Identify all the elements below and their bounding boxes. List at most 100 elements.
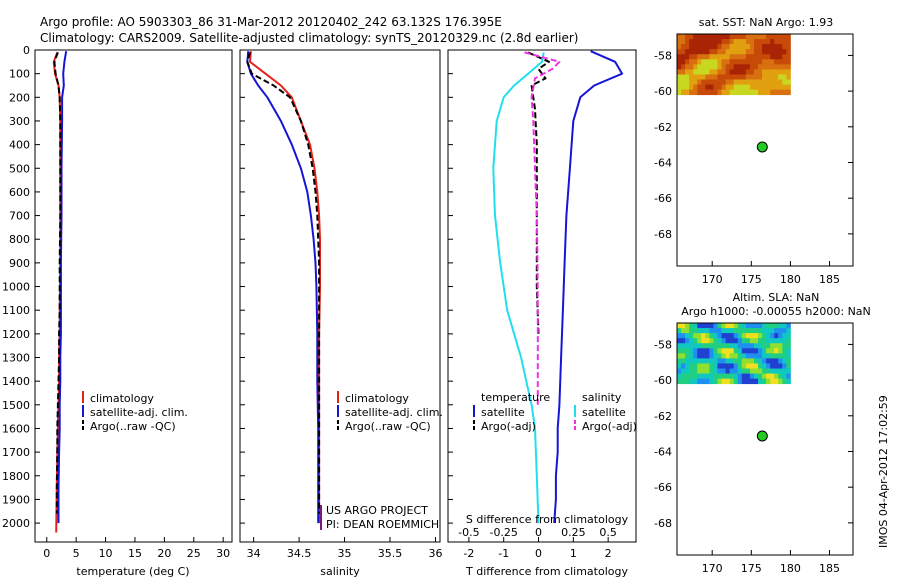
- heatmap-cell: [677, 69, 682, 75]
- heatmap-cell: [782, 79, 787, 85]
- heatmap-cell: [721, 323, 727, 329]
- heatmap-cell: [741, 39, 747, 45]
- heatmap-cell: [709, 358, 714, 364]
- heatmap-cell: [705, 358, 710, 364]
- heatmap-cell: [701, 54, 706, 60]
- heatmap-cell: [774, 373, 779, 380]
- heatmap-cell: [745, 84, 751, 91]
- heatmap-cell: [762, 34, 767, 40]
- legend-label-s-satellite: satellite: [582, 406, 626, 419]
- heatmap-cell: [681, 64, 686, 70]
- heatmap-cell: [770, 34, 775, 40]
- heatmap-cell: [729, 328, 735, 334]
- heatmap-cell: [689, 79, 694, 85]
- heatmap-cell: [766, 84, 771, 91]
- heatmap-cell: [701, 49, 706, 55]
- heatmap-cell: [753, 333, 759, 339]
- heatmap-cell: [705, 323, 710, 329]
- heatmap-cell: [713, 84, 718, 91]
- heatmap-cell: [778, 323, 783, 329]
- heatmap-cell: [697, 373, 702, 380]
- heatmap-cell: [697, 84, 702, 91]
- heatmap-cell: [766, 333, 771, 339]
- heatmap-cell: [717, 34, 722, 40]
- heatmap-cell: [786, 353, 791, 359]
- salinity-series: [246, 51, 321, 524]
- heatmap-cell: [749, 39, 755, 45]
- heatmap-cell: [786, 34, 791, 40]
- heatmap-cell: [705, 353, 710, 359]
- heatmap-cell: [778, 333, 783, 339]
- map-x-tick-label: 170: [702, 562, 723, 575]
- map-y-tick-label: -58: [654, 49, 672, 62]
- heatmap-cell: [677, 34, 682, 40]
- sla-heatmap: [677, 323, 791, 385]
- heatmap-cell: [770, 328, 775, 334]
- map-x-tick-label: 175: [741, 562, 762, 575]
- heatmap-cell: [685, 89, 690, 96]
- x-tick-label: 36: [428, 547, 442, 560]
- heatmap-cell: [709, 59, 714, 65]
- heatmap-cell: [737, 44, 743, 50]
- heatmap-cell: [685, 338, 690, 344]
- heatmap-cell: [774, 39, 779, 45]
- heatmap-cell: [774, 44, 779, 50]
- map-x-tick-label: 175: [741, 273, 762, 286]
- heatmap-cell: [782, 373, 787, 380]
- heatmap-cell: [729, 84, 735, 91]
- difference-series: [492, 50, 624, 524]
- heatmap-cell: [786, 54, 791, 60]
- difference-legend: temperature salinity satellite Argo(-adj…: [473, 391, 637, 433]
- heatmap-cell: [770, 353, 775, 359]
- heatmap-cell: [677, 49, 682, 55]
- sst-map-title: sat. SST: NaN Argo: 1.93: [699, 16, 833, 29]
- heatmap-cell: [774, 363, 779, 369]
- heatmap-cell: [709, 44, 714, 50]
- series-line-salinity-argo-adj-: [524, 51, 561, 405]
- map-y-tick-label: -62: [654, 121, 672, 134]
- heatmap-cell: [749, 353, 755, 359]
- heatmap-cell: [782, 59, 787, 65]
- heatmap-cell: [758, 323, 763, 329]
- heatmap-cell: [725, 333, 731, 339]
- heatmap-cell: [770, 358, 775, 364]
- heatmap-cell: [749, 323, 755, 329]
- heatmap-cell: [685, 54, 690, 60]
- y-tick-label: 400: [9, 139, 30, 152]
- heatmap-cell: [737, 74, 743, 80]
- heatmap-cell: [749, 358, 755, 364]
- heatmap-cell: [762, 79, 767, 85]
- y-tick-label: 100: [9, 68, 30, 81]
- heatmap-cell: [737, 373, 743, 380]
- heatmap-cell: [705, 333, 710, 339]
- heatmap-cell: [766, 328, 771, 334]
- map-y-tick-label: -66: [654, 481, 672, 494]
- heatmap-cell: [778, 54, 783, 60]
- x2-tick-label: 0.25: [561, 526, 586, 539]
- heatmap-cell: [774, 368, 779, 374]
- heatmap-cell: [681, 54, 686, 60]
- heatmap-cell: [745, 378, 751, 385]
- heatmap-cell: [766, 69, 771, 75]
- heatmap-cell: [689, 64, 694, 70]
- heatmap-cell: [778, 79, 783, 85]
- heatmap-cell: [689, 373, 694, 380]
- sla-map-title: Altim. SLA: NaN: [733, 291, 820, 304]
- heatmap-cell: [693, 79, 698, 85]
- heatmap-cell: [745, 353, 751, 359]
- heatmap-cell: [786, 348, 791, 354]
- difference-panel: -2 -1 0 1 2 -0.5 -0.25 0 0.25 0.5 S difference fr…: [447, 49, 637, 578]
- heatmap-cell: [721, 343, 727, 349]
- heatmap-cell: [689, 343, 694, 349]
- heatmap-cell: [766, 343, 771, 349]
- heatmap-cell: [689, 74, 694, 80]
- heatmap-cell: [701, 348, 706, 354]
- heatmap-cell: [753, 49, 759, 55]
- heatmap-cell: [701, 323, 706, 329]
- heatmap-cell: [749, 69, 755, 75]
- heatmap-cell: [701, 328, 706, 334]
- heatmap-cell: [713, 69, 718, 75]
- heatmap-cell: [762, 49, 767, 55]
- heatmap-cell: [733, 79, 739, 85]
- heatmap-cell: [749, 333, 755, 339]
